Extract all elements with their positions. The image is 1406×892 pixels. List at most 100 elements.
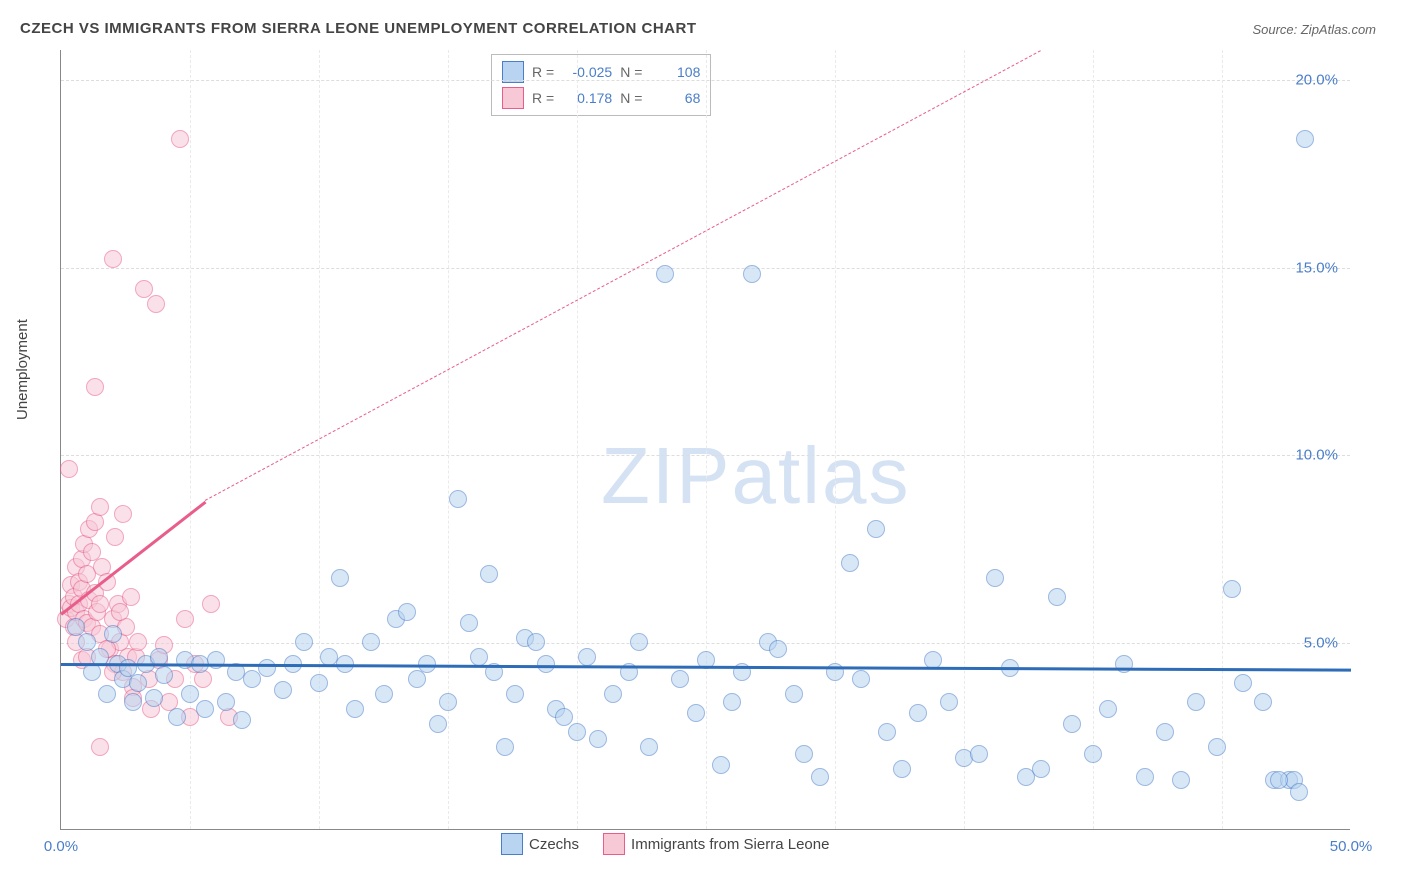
gridline-v <box>1093 50 1094 829</box>
point-czech <box>129 674 147 692</box>
point-czech <box>375 685 393 703</box>
point-czech <box>1099 700 1117 718</box>
point-czech <box>640 738 658 756</box>
point-czech <box>555 708 573 726</box>
point-czech <box>743 265 761 283</box>
point-czech <box>527 633 545 651</box>
point-czech <box>1115 655 1133 673</box>
point-czech <box>439 693 457 711</box>
r-label: R = <box>532 90 554 106</box>
legend-label-sierra-leone: Immigrants from Sierra Leone <box>631 836 829 853</box>
point-czech <box>878 723 896 741</box>
point-sierra-leone <box>104 250 122 268</box>
y-tick-label: 20.0% <box>1295 72 1338 89</box>
point-czech <box>78 633 96 651</box>
point-czech <box>233 711 251 729</box>
point-sierra-leone <box>91 595 109 613</box>
point-czech <box>155 666 173 684</box>
point-sierra-leone <box>114 505 132 523</box>
x-tick-label: 50.0% <box>1330 838 1373 855</box>
point-czech <box>207 651 225 669</box>
point-czech <box>769 640 787 658</box>
point-czech <box>470 648 488 666</box>
point-czech <box>1187 693 1205 711</box>
point-sierra-leone <box>176 610 194 628</box>
point-czech <box>712 756 730 774</box>
point-czech <box>258 659 276 677</box>
gridline-v <box>706 50 707 829</box>
point-sierra-leone <box>86 378 104 396</box>
legend-item-czechs: Czechs <box>501 833 579 855</box>
point-czech <box>630 633 648 651</box>
legend-label-czechs: Czechs <box>529 836 579 853</box>
point-czech <box>795 745 813 763</box>
watermark: ZIPatlas <box>601 430 910 522</box>
point-czech <box>656 265 674 283</box>
series-legend: Czechs Immigrants from Sierra Leone <box>501 833 829 855</box>
point-czech <box>1254 693 1272 711</box>
point-czech <box>168 708 186 726</box>
point-czech <box>940 693 958 711</box>
point-czech <box>449 490 467 508</box>
point-czech <box>1063 715 1081 733</box>
point-czech <box>408 670 426 688</box>
point-czech <box>124 693 142 711</box>
point-sierra-leone <box>91 738 109 756</box>
point-czech <box>604 685 622 703</box>
source-attribution: Source: ZipAtlas.com <box>1252 22 1376 37</box>
trendline <box>205 50 1041 501</box>
point-czech <box>346 700 364 718</box>
point-czech <box>331 569 349 587</box>
y-tick-label: 10.0% <box>1295 447 1338 464</box>
watermark-zip: ZIP <box>601 431 731 520</box>
r-value-blue: -0.025 <box>562 64 612 80</box>
point-czech <box>217 693 235 711</box>
r-label: R = <box>532 64 554 80</box>
point-czech <box>1172 771 1190 789</box>
n-label: N = <box>620 64 642 80</box>
point-czech <box>986 569 1004 587</box>
gridline-v <box>964 50 965 829</box>
point-czech <box>785 685 803 703</box>
point-czech <box>687 704 705 722</box>
point-sierra-leone <box>91 498 109 516</box>
point-czech <box>1296 130 1314 148</box>
point-czech <box>1136 768 1154 786</box>
point-sierra-leone <box>106 528 124 546</box>
gridline-v <box>577 50 578 829</box>
n-label: N = <box>620 90 642 106</box>
legend-item-sierra-leone: Immigrants from Sierra Leone <box>603 833 829 855</box>
point-czech <box>970 745 988 763</box>
point-czech <box>1234 674 1252 692</box>
point-czech <box>295 633 313 651</box>
point-czech <box>104 625 122 643</box>
point-czech <box>243 670 261 688</box>
point-czech <box>1032 760 1050 778</box>
point-sierra-leone <box>135 280 153 298</box>
point-sierra-leone <box>129 633 147 651</box>
y-tick-label: 15.0% <box>1295 259 1338 276</box>
n-value-pink: 68 <box>650 90 700 106</box>
swatch-blue-icon <box>501 833 523 855</box>
point-czech <box>568 723 586 741</box>
swatch-pink-icon <box>603 833 625 855</box>
point-sierra-leone <box>60 460 78 478</box>
point-czech <box>429 715 447 733</box>
r-value-pink: 0.178 <box>562 90 612 106</box>
point-czech <box>506 685 524 703</box>
point-sierra-leone <box>202 595 220 613</box>
point-sierra-leone <box>194 670 212 688</box>
point-czech <box>1270 771 1288 789</box>
point-czech <box>398 603 416 621</box>
point-czech <box>181 685 199 703</box>
x-tick-label: 0.0% <box>44 838 78 855</box>
watermark-atlas: atlas <box>731 431 910 520</box>
stats-row-blue: R = -0.025 N = 108 <box>502 59 700 85</box>
point-czech <box>1048 588 1066 606</box>
point-czech <box>1084 745 1102 763</box>
y-tick-label: 5.0% <box>1304 634 1338 651</box>
point-czech <box>1290 783 1308 801</box>
gridline-v <box>1222 50 1223 829</box>
plot-area: ZIPatlas R = -0.025 N = 108 R = 0.178 N … <box>60 50 1350 830</box>
stats-row-pink: R = 0.178 N = 68 <box>502 85 700 111</box>
